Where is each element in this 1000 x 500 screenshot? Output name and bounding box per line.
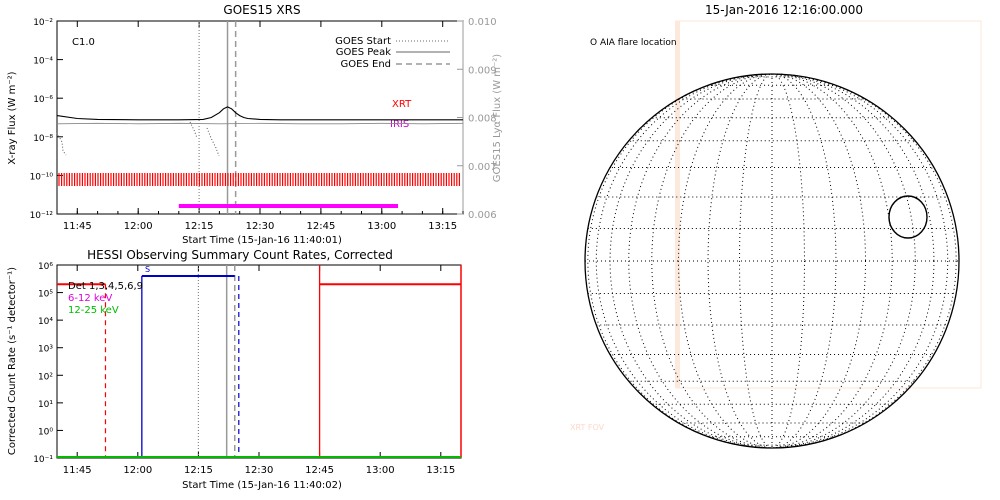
goes-y2label: GOES15 Lyα Flux (W m⁻²) — [492, 54, 503, 182]
hessi-xtick-label: 13:00 — [366, 465, 395, 476]
xrt-label: XRT — [392, 99, 412, 110]
xrt-fov-label: XRT FOV — [570, 423, 605, 432]
hessi-ytick-label: 10⁶ — [38, 262, 53, 272]
goes-xtick-label: 12:30 — [246, 221, 275, 232]
goes-xtick-label: 12:00 — [124, 221, 153, 232]
hessi-panel: HESSI Observing Summary Count Rates, Cor… — [7, 248, 462, 491]
goes-dotted-dips — [56, 121, 220, 157]
hessi-legend-12-25: 12-25 keV — [68, 305, 119, 316]
longitude-line — [587, 73, 957, 449]
goes-y2tick-label: 0.009 — [468, 65, 497, 76]
hessi-lines — [57, 265, 462, 458]
goes-ytick-label: 10⁻¹² — [30, 211, 54, 221]
xrt-fov-strip — [675, 21, 680, 388]
sun-title: 15-Jan-2016 12:16:00.000 — [705, 3, 863, 17]
hessi-ylabel: Corrected Count Rate (s⁻¹ detector⁻¹) — [7, 267, 18, 455]
goes-xtick-label: 13:00 — [367, 221, 396, 232]
goes-y2tick-label: 0.008 — [468, 114, 497, 125]
goes-y2tick-label: 0.010 — [468, 17, 497, 28]
goes-ytick-label: 10⁻⁶ — [33, 95, 53, 105]
longitude-line — [609, 73, 935, 449]
hessi-x-ticks: 11:45 12:00 12:15 12:30 12:45 13:00 13:15 — [63, 265, 455, 476]
goes-y2tick-label: 0.006 — [468, 210, 497, 221]
sun-panel: 15-Jan-2016 12:16:00.000 O AIA flare loc… — [570, 3, 982, 449]
hessi-xtick-label: 12:45 — [305, 465, 334, 476]
hessi-xtick-label: 12:00 — [123, 465, 152, 476]
hessi-ytick-label: 10⁵ — [38, 290, 53, 300]
goes-panel: GOES15 XRS C1.0 GOES Start GOES Peak GOE… — [7, 3, 503, 246]
hessi-ytick-label: 10² — [38, 372, 53, 382]
goes-ytick-label: 10⁻⁸ — [33, 134, 53, 144]
goes-y2tick-label: 0.007 — [468, 162, 497, 173]
xrt-fov-box — [675, 20, 982, 389]
hessi-ytick-label: 10³ — [38, 345, 53, 355]
longitude-line — [707, 73, 837, 449]
goes-title: GOES15 XRS — [223, 3, 300, 17]
hessi-xlabel: Start Time (15-Jan-16 11:40:02) — [182, 480, 342, 491]
longitude-line — [739, 73, 805, 449]
hessi-ytick-label: 10⁻¹ — [33, 455, 53, 465]
sun-legend: O AIA flare location — [590, 38, 677, 48]
legend-goes-peak: GOES Peak — [336, 47, 391, 58]
solar-limb — [584, 73, 960, 449]
goes-xtick-label: 12:15 — [185, 221, 214, 232]
aia-flare-location-marker — [888, 195, 928, 239]
heliographic-grid — [585, 73, 959, 449]
hessi-legend-6-12: 6-12 keV — [68, 293, 112, 304]
goes-ytick-label: 10⁻⁴ — [33, 57, 53, 67]
legend-goes-end: GOES End — [341, 59, 391, 70]
goes-xtick-label: 12:45 — [306, 221, 335, 232]
hessi-plot-frame — [56, 264, 462, 459]
goes-flare-class: C1.0 — [72, 37, 95, 48]
iris-label: IRIS — [390, 119, 409, 130]
hessi-ytick-label: 10¹ — [38, 400, 53, 410]
hessi-xtick-label: 12:15 — [184, 465, 213, 476]
hessi-xtick-label: 11:45 — [63, 465, 92, 476]
goes-lya-series — [56, 122, 464, 125]
goes-xtick-label: 13:15 — [428, 221, 457, 232]
goes-xtick-label: 11:45 — [63, 221, 92, 232]
xrt-coverage-band — [58, 173, 460, 186]
hessi-legend-det: Det 1,3,4,5,6,9 — [68, 281, 143, 292]
hessi-xtick-label: 13:15 — [426, 465, 455, 476]
goes-flux-series — [56, 106, 463, 121]
hessi-attenuator-label: S — [145, 265, 150, 274]
goes-y2-ticks: 0.006 0.007 0.008 0.009 0.010 — [457, 17, 497, 221]
hessi-ytick-label: 10⁴ — [38, 317, 53, 327]
goes-y-ticks: 10⁻¹² 10⁻¹⁰ 10⁻⁸ 10⁻⁶ 10⁻⁴ 10⁻² — [30, 18, 63, 221]
goes-x-ticks: 11:45 12:00 12:15 12:30 12:45 13:00 13:15 — [56, 21, 464, 232]
goes-ytick-label: 10⁻² — [33, 18, 53, 28]
legend-goes-start: GOES Start — [335, 36, 391, 47]
goes-legend: GOES Start GOES Peak GOES End — [335, 36, 450, 70]
longitude-line — [678, 73, 866, 449]
hessi-ytick-label: 10⁰ — [38, 427, 53, 437]
goes-ylabel: X-ray Flux (W m⁻²) — [7, 71, 18, 164]
hessi-y-ticks: 10⁻¹ 10⁰ 10¹ 10² 10³ 10⁴ 10⁵ 10⁶ — [33, 262, 63, 465]
goes-xlabel: Start Time (15-Jan-16 11:40:01) — [182, 235, 342, 246]
hessi-title: HESSI Observing Summary Count Rates, Cor… — [87, 248, 393, 262]
hessi-xtick-label: 12:30 — [245, 465, 274, 476]
goes-ytick-label: 10⁻¹⁰ — [30, 172, 54, 182]
